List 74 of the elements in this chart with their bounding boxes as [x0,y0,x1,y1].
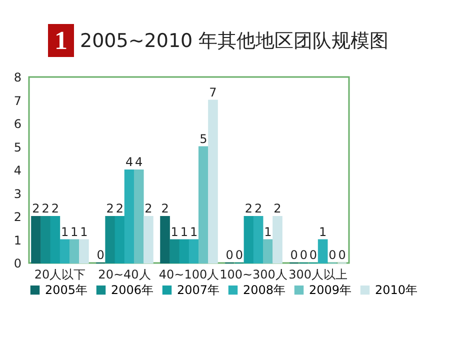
data-label: 2 [254,202,262,216]
y-tick-label: 8 [14,70,22,84]
bar [170,239,180,264]
data-label: 7 [209,85,217,100]
x-tick-label: 100~300人 [220,268,288,282]
bar [160,216,170,264]
data-label: 2 [244,202,253,216]
data-label: 2 [106,202,114,216]
data-label: 2 [42,202,50,216]
data-label: 0 [226,248,234,262]
data-label: 1 [170,224,178,239]
data-label: 4 [125,155,134,169]
data-label: 1 [80,224,88,239]
bar [60,239,70,264]
bar [262,239,273,264]
bar [253,216,264,264]
legend-label: 2007年 [177,283,220,298]
bar [31,216,41,264]
data-label: 0 [96,248,104,262]
bar [134,170,144,264]
data-label: 0 [338,248,346,262]
x-tick-label: 40~100人 [158,268,220,282]
bar [208,100,218,264]
data-label: 0 [328,248,336,262]
bar [198,146,208,264]
data-label: 0 [290,248,298,262]
y-tick-label: 1 [14,233,22,248]
data-label: 2 [274,202,282,216]
bar [179,239,190,264]
data-label: 2 [32,202,40,216]
bar [188,239,199,264]
bar [50,216,60,264]
y-tick-label: 6 [14,117,22,131]
y-tick-label: 4 [14,164,22,178]
bar [105,216,116,264]
bar [69,239,80,264]
data-label: 0 [309,248,318,262]
data-label: 2 [51,202,59,216]
data-label: 1 [264,224,272,239]
data-label: 2 [161,202,169,216]
number-badge: 1 [48,24,74,57]
chart-title: 2005~2010 年其他地区团队规模图 [80,28,389,54]
bar [144,216,154,264]
y-tick-label: 5 [14,140,22,154]
bar [79,239,89,264]
y-tick-label: 0 [14,256,22,270]
legend-label: 2008年 [243,283,286,298]
data-label: 2 [116,202,124,216]
x-tick-label: 20人以下 [34,268,86,282]
data-label: 1 [180,224,188,239]
y-tick-label: 7 [14,94,22,108]
data-label: 1 [190,224,198,239]
data-label: 5 [200,132,208,146]
data-label: 1 [70,224,78,239]
data-label: 0 [300,248,308,262]
bar [124,170,134,264]
bar [272,216,282,264]
legend-label: 2010年 [375,283,418,298]
x-tick-label: 20~40人 [98,268,151,282]
bar [114,216,125,264]
bar [244,216,254,264]
data-label: 1 [60,224,69,239]
data-label: 2 [144,202,152,216]
legend-label: 2009年 [309,283,352,298]
bar [318,239,328,264]
legend-label: 2006年 [111,283,154,298]
legend-label: 2005年 [45,283,88,298]
data-label: 0 [235,248,243,262]
y-tick-label: 2 [14,210,22,224]
data-label: 4 [135,155,143,169]
data-label: 1 [319,224,327,239]
bar [40,216,50,264]
x-tick-label: 300人以上 [288,268,348,282]
y-tick-label: 3 [14,186,22,201]
